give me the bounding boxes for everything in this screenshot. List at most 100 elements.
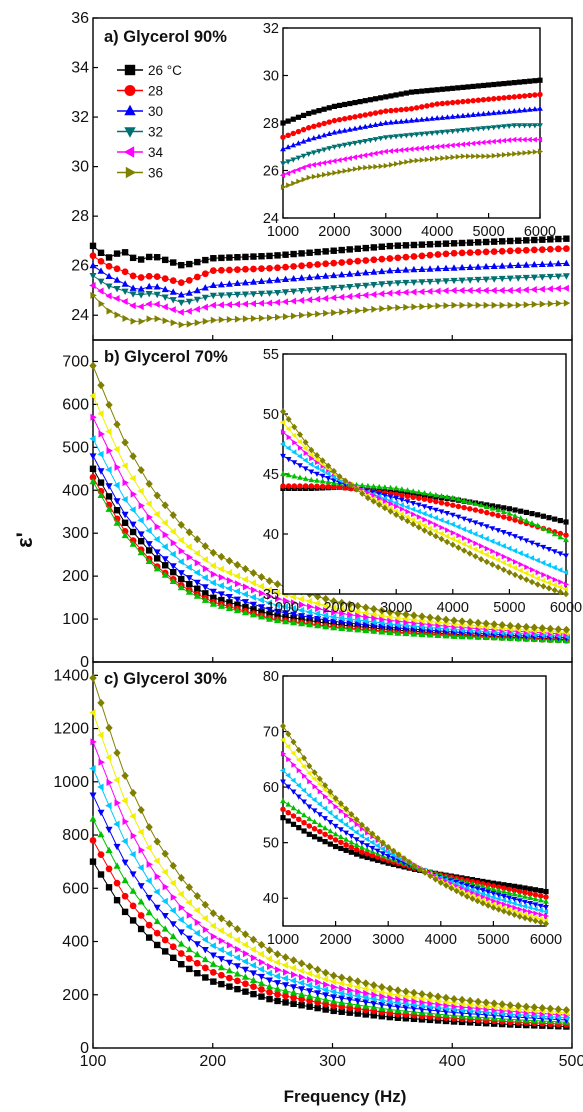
panel-a-data-point <box>185 307 192 315</box>
inset-c-data-point <box>369 830 376 837</box>
inset-a-data-point <box>383 162 389 169</box>
panel-b-data-point <box>177 558 184 566</box>
legend-marker <box>125 166 137 179</box>
panel-a-data-point <box>523 301 531 309</box>
inset-b-data-point <box>308 461 314 468</box>
panel-c-data-point <box>418 1016 426 1023</box>
panel-a-data-point <box>194 258 201 266</box>
inset-a-data-point <box>450 154 456 161</box>
panel-c-data-point <box>395 995 402 1003</box>
panel-a-data-point <box>241 279 249 286</box>
panel-a-data-point <box>121 280 129 287</box>
panel-a-data-point <box>290 263 297 270</box>
inset-c-data-point <box>295 808 302 814</box>
panel-c-data-point <box>194 970 201 977</box>
inset-a-data-point <box>496 81 502 87</box>
inset-c-data-point <box>364 846 370 852</box>
inset-a-data-point <box>295 140 302 146</box>
panel-c-data-point <box>258 973 265 981</box>
inset-b-data-point <box>489 526 496 532</box>
panel-b-data-point <box>257 582 264 590</box>
inset-c-data-point <box>285 801 292 807</box>
inset-b-data-point <box>404 493 411 500</box>
inset-a-data-point <box>321 132 327 138</box>
panel-c-data-point <box>241 958 248 965</box>
panel-a-data-point <box>177 308 184 316</box>
panel-a-data-point <box>89 252 97 260</box>
panel-c-data-point <box>386 984 394 993</box>
panel-a-data-point <box>506 247 514 255</box>
panel-c-data-point <box>169 861 177 870</box>
inset-a-data-point <box>532 149 538 155</box>
inset-c-data-point <box>527 894 534 900</box>
inset-c-data-point <box>464 885 470 892</box>
panel-a-data-point <box>314 286 322 294</box>
inset-c-data-point <box>301 828 307 834</box>
panel-a-data-point <box>466 249 474 256</box>
inset-a-data-point <box>465 112 471 118</box>
panel-a-data-point <box>161 294 169 301</box>
panel-a-data-point <box>538 260 546 267</box>
inset-b-data-point <box>387 494 394 500</box>
panel-a-data-point <box>330 247 337 254</box>
panel-c-data-point <box>209 922 216 930</box>
panel-a-data-point <box>299 311 306 319</box>
inset-b-data-point <box>438 517 444 523</box>
panel-a-data-point <box>466 277 474 284</box>
panel-a-data-point <box>137 303 144 311</box>
inset-b-data-point <box>478 549 484 555</box>
panel-c-data-point <box>290 988 298 996</box>
panel-a-data-point <box>362 282 370 290</box>
inset-b-data-point <box>484 509 490 516</box>
panel-a-data-point <box>434 278 442 285</box>
inset-b-data-point <box>314 471 320 477</box>
inset-b-data-point <box>297 431 303 438</box>
inset-a-data-point <box>357 113 363 119</box>
panel-c-data-point <box>161 897 168 905</box>
panel-c-data-point <box>89 765 96 772</box>
inset-c-data-point <box>327 834 334 840</box>
inset-b-data-point <box>495 540 501 547</box>
panel-c-data-point <box>297 979 305 987</box>
inset-a-data-point <box>322 171 328 178</box>
panel-b-data-point <box>233 572 240 580</box>
panel-c-data-point <box>345 981 353 989</box>
inset-b-data-point <box>495 528 501 534</box>
inset-a-data-point <box>311 150 317 156</box>
inset-c-data-point <box>311 769 318 776</box>
panel-c-data-point <box>371 991 378 999</box>
panel-c-title: c) Glycerol 30% <box>104 670 227 688</box>
panel-b-data-point <box>267 592 274 600</box>
panel-b-data-point <box>193 592 201 599</box>
inset-c-data-point <box>516 898 523 904</box>
inset-c-data-point <box>511 887 518 894</box>
inset-a-data-point <box>341 127 348 133</box>
inset-c-data-point <box>295 757 301 763</box>
inset-b-data-point <box>506 562 512 569</box>
inset-b-data-point <box>500 566 507 573</box>
inset-c-data-point <box>338 808 344 814</box>
panel-b-data-point <box>209 562 216 570</box>
panel-b-data-point <box>298 619 306 627</box>
inset-b-data-point <box>557 588 564 596</box>
inset-b-data-point <box>376 483 383 489</box>
inset-a-data-point <box>465 98 471 104</box>
inset-c-data-point <box>411 862 418 870</box>
inset-a-data-point <box>439 86 445 92</box>
panel-a-data-point <box>514 261 522 268</box>
inset-a-data-point <box>475 83 481 89</box>
panel-c-data-point <box>419 998 426 1006</box>
panel-c-data-point <box>514 1001 522 1010</box>
panel-a-data-point <box>410 279 418 286</box>
panel-c-data-point <box>331 983 338 991</box>
panel-a-data-point <box>89 282 96 289</box>
panel-b-data-point <box>201 596 209 603</box>
panel-a-data-point <box>193 305 200 313</box>
panel-c-data-point <box>522 1002 530 1011</box>
panel-b-data-point <box>339 610 346 617</box>
inset-b-data-point <box>540 544 547 551</box>
inset-c-data-point <box>485 902 492 909</box>
inset-a-data-point <box>471 153 477 160</box>
inset-b-data-point <box>376 491 383 497</box>
inset-b-data-point <box>422 516 428 523</box>
